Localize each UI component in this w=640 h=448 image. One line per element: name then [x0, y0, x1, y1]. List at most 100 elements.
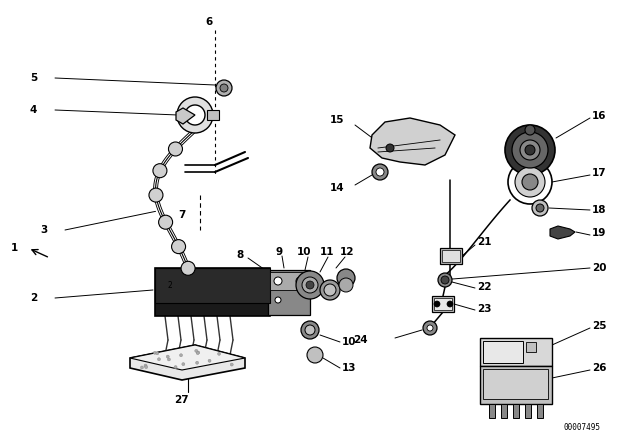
Circle shape	[520, 140, 540, 160]
Text: 10: 10	[297, 247, 312, 257]
Bar	[207, 110, 219, 120]
Bar	[268, 270, 310, 315]
Bar	[155, 268, 270, 303]
Circle shape	[339, 278, 353, 292]
Circle shape	[372, 164, 388, 180]
Bar	[537, 404, 543, 418]
Circle shape	[320, 280, 340, 300]
Circle shape	[532, 200, 548, 216]
Polygon shape	[130, 345, 245, 380]
Circle shape	[505, 125, 555, 175]
Text: 11: 11	[320, 247, 335, 257]
Circle shape	[512, 132, 548, 168]
Circle shape	[305, 325, 315, 335]
Circle shape	[181, 261, 195, 276]
Bar	[480, 338, 552, 366]
Text: 2: 2	[168, 280, 173, 289]
Bar	[483, 341, 523, 363]
Text: 18: 18	[592, 205, 607, 215]
Circle shape	[166, 355, 169, 358]
Text: 16: 16	[592, 111, 607, 121]
Polygon shape	[130, 345, 245, 370]
Circle shape	[168, 142, 182, 156]
Circle shape	[168, 358, 170, 361]
Text: 00007495: 00007495	[563, 423, 600, 432]
Circle shape	[427, 325, 433, 331]
Bar	[489, 404, 495, 418]
Text: 5: 5	[30, 73, 37, 83]
Text: 27: 27	[173, 395, 188, 405]
Circle shape	[536, 204, 544, 212]
Circle shape	[196, 351, 200, 354]
Bar	[270, 272, 308, 290]
Circle shape	[337, 269, 355, 287]
Bar	[440, 248, 462, 264]
Bar	[483, 369, 548, 399]
Bar	[442, 250, 460, 262]
Text: 21: 21	[477, 237, 492, 247]
Text: 6: 6	[205, 17, 212, 27]
Bar	[525, 404, 531, 418]
Text: 1: 1	[11, 243, 18, 253]
Bar	[432, 296, 454, 312]
Circle shape	[180, 354, 182, 357]
Circle shape	[324, 284, 336, 296]
Circle shape	[275, 297, 281, 303]
Circle shape	[423, 321, 437, 335]
Text: 15: 15	[330, 115, 344, 125]
Circle shape	[153, 164, 167, 178]
Text: 17: 17	[592, 168, 607, 178]
Text: 20: 20	[592, 263, 607, 273]
Circle shape	[296, 271, 324, 299]
Circle shape	[149, 188, 163, 202]
Text: 26: 26	[592, 363, 607, 373]
Circle shape	[144, 364, 147, 367]
Circle shape	[220, 84, 228, 92]
Circle shape	[154, 351, 156, 354]
Text: 24: 24	[353, 335, 368, 345]
Bar	[526, 342, 536, 352]
Circle shape	[208, 359, 211, 362]
Circle shape	[386, 144, 394, 152]
Text: 7: 7	[179, 210, 186, 220]
Polygon shape	[550, 226, 575, 239]
Bar	[501, 404, 507, 418]
Text: 22: 22	[477, 282, 492, 292]
Circle shape	[447, 301, 453, 307]
Text: 14: 14	[330, 183, 344, 193]
Circle shape	[196, 352, 199, 354]
Circle shape	[508, 160, 552, 204]
Bar	[513, 404, 519, 418]
Circle shape	[182, 362, 185, 366]
Circle shape	[376, 168, 384, 176]
Text: 2: 2	[30, 293, 37, 303]
Circle shape	[156, 352, 159, 355]
Bar	[434, 298, 452, 310]
Text: 12: 12	[340, 247, 355, 257]
Bar	[155, 268, 270, 316]
Text: 25: 25	[592, 321, 607, 331]
Circle shape	[525, 145, 535, 155]
Circle shape	[196, 361, 198, 364]
Polygon shape	[370, 118, 455, 165]
Circle shape	[434, 301, 440, 307]
Circle shape	[306, 281, 314, 289]
Text: 3: 3	[40, 225, 47, 235]
Circle shape	[301, 321, 319, 339]
Circle shape	[195, 349, 198, 352]
Circle shape	[172, 240, 186, 254]
Text: 13: 13	[342, 363, 356, 373]
Circle shape	[296, 277, 304, 285]
Bar	[480, 366, 552, 404]
Circle shape	[525, 125, 535, 135]
Text: 4: 4	[30, 105, 37, 115]
Text: 9: 9	[275, 247, 282, 257]
Text: 10: 10	[342, 337, 356, 347]
Circle shape	[302, 277, 318, 293]
Text: 23: 23	[477, 304, 492, 314]
Circle shape	[140, 366, 143, 369]
Circle shape	[441, 276, 449, 284]
Circle shape	[177, 97, 213, 133]
Circle shape	[216, 80, 232, 96]
Text: 19: 19	[592, 228, 606, 238]
